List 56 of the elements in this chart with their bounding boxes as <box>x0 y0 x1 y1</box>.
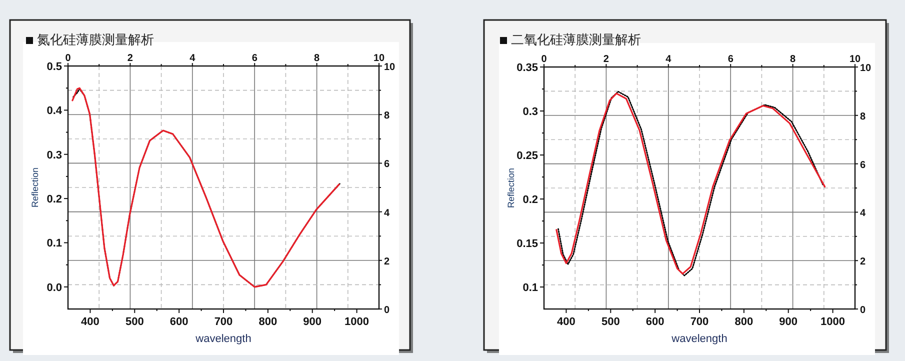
y2-tick-label: 4 <box>384 208 390 219</box>
x2-tick-label: 6 <box>728 54 734 65</box>
y-axis-title: Reflection <box>506 168 516 208</box>
y-tick-label: 0.15 <box>516 238 538 250</box>
x-tick-label: 800 <box>258 316 278 328</box>
x2-tick-label: 2 <box>603 54 610 65</box>
y-tick-label: 0.25 <box>516 150 538 162</box>
x-tick-label: 1000 <box>820 316 846 328</box>
chart-title: 氮化硅薄膜测量解析 <box>37 32 154 47</box>
y-tick-label: 0.1 <box>522 282 538 294</box>
y2-tick-label: 2 <box>384 256 390 268</box>
y2-tick-label: 6 <box>860 160 866 171</box>
x2-tick-label: 4 <box>666 54 672 65</box>
x2-tick-label: 10 <box>373 53 385 64</box>
x-tick-label: 900 <box>303 316 322 328</box>
x-axis-title: wavelength <box>670 333 728 345</box>
x2-tick-label: 10 <box>849 54 861 65</box>
x2-tick-label: 8 <box>790 54 796 65</box>
x-tick-label: 600 <box>646 316 664 328</box>
x2-tick-label: 4 <box>190 53 196 64</box>
y2-tick-label: 0 <box>860 305 866 316</box>
x-tick-label: 600 <box>170 316 188 328</box>
x2-tick-label: 6 <box>252 53 258 64</box>
x-tick-label: 700 <box>690 316 709 328</box>
x-tick-label: 700 <box>214 316 233 328</box>
y2-tick-label: 4 <box>860 208 866 220</box>
y-tick-label: 0.5 <box>46 61 62 73</box>
y-tick-label: 0.3 <box>46 149 62 162</box>
x2-tick-label: 0 <box>541 54 548 65</box>
x-tick-label: 500 <box>601 316 620 328</box>
y2-tick-label: 10 <box>384 62 396 73</box>
x2-tick-label: 0 <box>65 53 72 64</box>
x2-tick-label: 8 <box>314 53 320 64</box>
y-tick-label: 0.1 <box>46 238 62 250</box>
y-tick-label: 0.4 <box>46 105 63 118</box>
x-tick-label: 800 <box>734 316 754 328</box>
x-tick-label: 400 <box>557 316 576 328</box>
y2-tick-label: 0 <box>384 305 390 316</box>
chart-title: 二氧化硅薄膜测量解析 <box>511 32 641 47</box>
y2-tick-label: 10 <box>860 63 872 74</box>
x-tick-label: 500 <box>125 316 144 328</box>
y2-tick-label: 2 <box>860 256 866 268</box>
y2-tick-label: 8 <box>384 110 390 122</box>
y-axis-title: Reflection <box>30 167 40 208</box>
x-tick-label: 1000 <box>344 316 370 328</box>
y-tick-label: 0.3 <box>522 106 538 118</box>
x-axis-title: wavelength <box>194 333 252 345</box>
x-tick-label: 900 <box>779 316 798 328</box>
y2-tick-label: 8 <box>860 111 866 122</box>
y-tick-label: 0.35 <box>516 62 538 74</box>
y-tick-label: 0.2 <box>46 194 62 206</box>
x2-tick-label: 2 <box>127 53 134 64</box>
x-tick-label: 400 <box>81 316 100 328</box>
y-tick-label: 0.0 <box>46 282 62 294</box>
y2-tick-label: 6 <box>384 159 390 170</box>
y-tick-label: 0.2 <box>522 194 538 206</box>
